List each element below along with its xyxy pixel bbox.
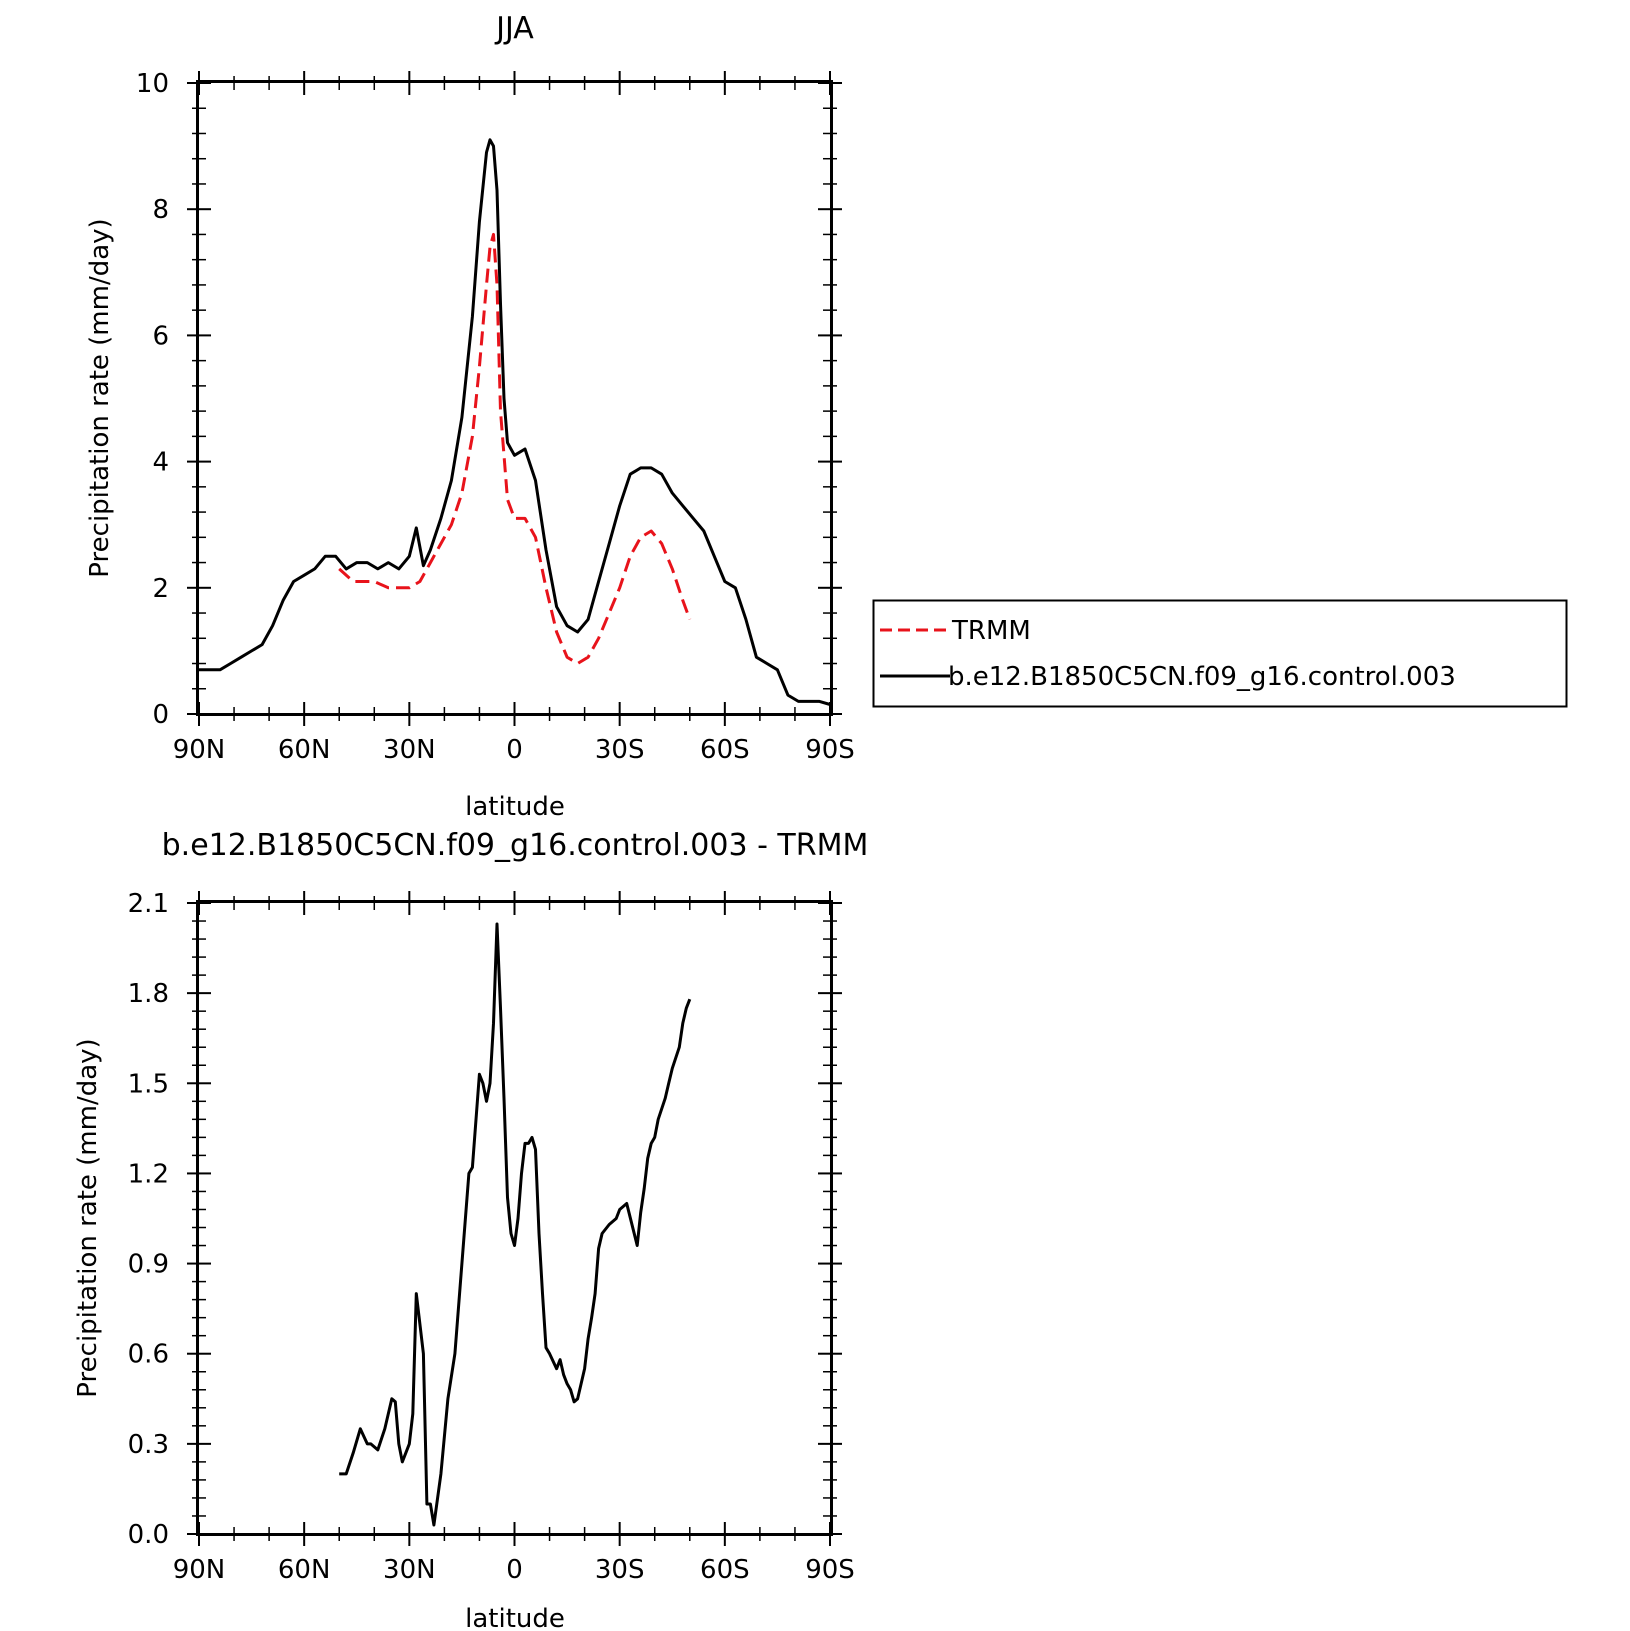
x-tick-label: 90S (805, 1555, 855, 1585)
y-tick-label: 10 (136, 69, 169, 99)
top-y-tick-labels: 0 2 4 6 8 10 (136, 69, 169, 730)
y-tick-label: 1.8 (128, 979, 169, 1009)
bottom-x-tick-labels: 90N 60N 30N 0 30S 60S 90S (173, 1555, 855, 1585)
y-tick-label: 0.3 (128, 1430, 169, 1460)
top-axis-ticks (187, 71, 842, 726)
legend-label-trmm: TRMM (951, 616, 1031, 646)
x-tick-label: 30N (383, 1555, 436, 1585)
y-tick-label: 1.5 (128, 1069, 169, 1099)
legend-label-model: b.e12.B1850C5CN.f09_g16.control.003 (948, 662, 1456, 692)
y-tick-label: 2.1 (128, 889, 169, 919)
top-plot-frame (196, 80, 833, 716)
top-series-line-model (199, 138, 831, 706)
top-title: JJA (494, 11, 534, 46)
top-x-axis-title: latitude (465, 792, 565, 822)
y-tick-label: 4 (152, 448, 169, 478)
y-tick-label: 2 (152, 574, 169, 604)
x-tick-label: 60S (700, 735, 750, 765)
bottom-y-tick-labels: 0.0 0.3 0.6 0.9 1.2 1.5 1.8 2.1 (128, 889, 169, 1550)
x-tick-label: 30S (595, 1555, 645, 1585)
x-tick-label: 60S (700, 1555, 750, 1585)
y-tick-label: 8 (152, 195, 169, 225)
y-tick-label: 0.9 (128, 1250, 169, 1280)
y-tick-label: 1.2 (128, 1159, 169, 1189)
top-series-line-trmm (338, 232, 692, 665)
y-tick-label: 0.0 (128, 1520, 169, 1550)
x-tick-label: 60N (278, 1555, 331, 1585)
x-tick-label: 30N (383, 735, 436, 765)
y-tick-label: 0 (152, 700, 169, 730)
top-series-group (199, 138, 831, 706)
top-panel: JJA 90N 60N 30N 0 30S 60S 90S 0 2 4 6 8 10 latitude… (85, 11, 855, 822)
x-tick-label: 90N (173, 1555, 226, 1585)
x-tick-label: 0 (506, 735, 523, 765)
top-y-axis-title: Precipitation rate (mm/day) (85, 218, 115, 577)
y-tick-label: 0.6 (128, 1340, 169, 1370)
x-tick-label: 60N (278, 735, 331, 765)
legend-box (872, 599, 1568, 708)
x-tick-label: 30S (595, 735, 645, 765)
y-tick-label: 6 (152, 321, 169, 351)
bottom-x-axis-title: latitude (465, 1604, 565, 1631)
x-tick-label: 90N (173, 735, 226, 765)
x-tick-label: 0 (506, 1555, 523, 1585)
bottom-title: b.e12.B1850C5CN.f09_g16.control.003 - TR… (162, 828, 869, 863)
x-tick-label: 90S (805, 735, 855, 765)
bottom-plot-frame (196, 900, 833, 1536)
legend: TRMM b.e12.B1850C5CN.f09_g16.control.003 (872, 599, 1568, 708)
bottom-series-line-model (339, 922, 692, 1527)
bottom-panel: b.e12.B1850C5CN.f09_g16.control.003 - TR… (73, 828, 868, 1631)
top-x-tick-labels: 90N 60N 30N 0 30S 60S 90S (173, 735, 855, 765)
bottom-series-group (339, 922, 692, 1527)
bottom-axis-ticks (187, 891, 842, 1546)
bottom-y-axis-title: Precipitation rate (mm/day) (73, 1038, 103, 1397)
